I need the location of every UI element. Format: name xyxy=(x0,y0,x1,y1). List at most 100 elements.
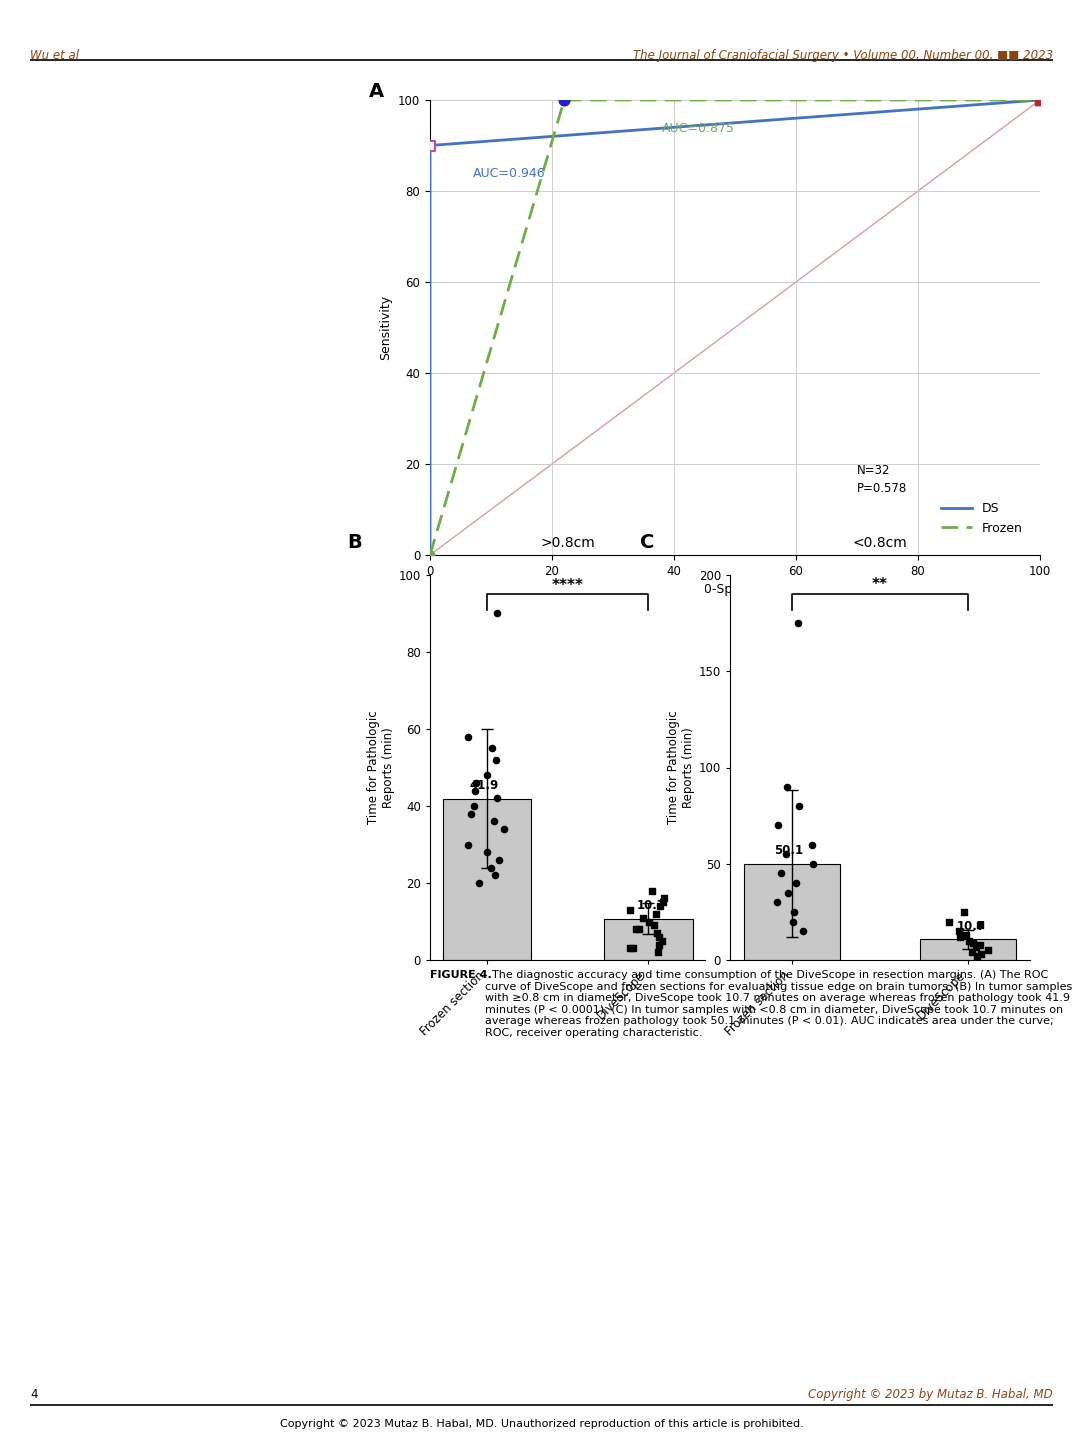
Point xyxy=(470,871,487,894)
Point xyxy=(486,864,504,887)
Point xyxy=(479,840,496,864)
Point xyxy=(787,871,805,894)
Text: 10.7: 10.7 xyxy=(957,920,986,933)
Point xyxy=(478,764,495,787)
Point xyxy=(652,894,669,917)
Y-axis label: Time for Pathologic
Reports (min): Time for Pathologic Reports (min) xyxy=(366,710,394,824)
Point xyxy=(971,914,989,938)
Point xyxy=(951,926,968,949)
Point xyxy=(957,923,975,946)
Bar xyxy=(919,939,1016,961)
Point xyxy=(645,914,663,938)
Point xyxy=(421,133,439,156)
Point xyxy=(968,945,986,968)
Point xyxy=(459,833,477,856)
Point xyxy=(488,601,506,625)
Point xyxy=(967,935,984,958)
Text: 10.7: 10.7 xyxy=(637,900,666,913)
Point xyxy=(496,817,513,840)
Point xyxy=(653,929,670,952)
Point xyxy=(648,922,665,945)
Text: The diagnostic accuracy and time consumption of the DiveScope in resection margi: The diagnostic accuracy and time consump… xyxy=(484,969,1072,1037)
Text: 4: 4 xyxy=(30,1388,38,1401)
Point xyxy=(777,842,794,865)
Point xyxy=(654,891,671,914)
Point xyxy=(650,933,667,956)
Text: A: A xyxy=(369,81,384,101)
Legend: DS, Frozen: DS, Frozen xyxy=(936,497,1028,539)
Text: AUC=0.946: AUC=0.946 xyxy=(472,167,546,180)
Point xyxy=(779,775,796,798)
Point xyxy=(980,939,997,962)
Title: <0.8cm: <0.8cm xyxy=(852,536,908,551)
Bar xyxy=(443,798,531,961)
Point xyxy=(630,917,648,940)
Text: **: ** xyxy=(872,577,888,593)
Point xyxy=(965,932,982,955)
Point xyxy=(971,933,989,956)
Text: 41.9: 41.9 xyxy=(469,780,498,793)
Point xyxy=(791,794,808,817)
Point xyxy=(466,794,483,817)
Text: N=32
P=0.578: N=32 P=0.578 xyxy=(857,464,908,496)
Text: C: C xyxy=(640,533,654,552)
Point xyxy=(628,917,645,940)
Y-axis label: Time for Pathologic
Reports (min): Time for Pathologic Reports (min) xyxy=(666,710,694,824)
Point xyxy=(483,736,500,759)
Point xyxy=(769,814,786,838)
Point xyxy=(467,780,484,803)
Point xyxy=(640,910,657,933)
Point xyxy=(643,880,661,903)
Y-axis label: Sensitivity: Sensitivity xyxy=(379,296,392,359)
X-axis label: 100-Specificity: 100-Specificity xyxy=(689,584,782,597)
Text: AUC=0.875: AUC=0.875 xyxy=(662,122,734,135)
Point xyxy=(487,748,505,771)
Text: Copyright © 2023 Mutaz B. Habal, MD. Unauthorized reproduction of this article i: Copyright © 2023 Mutaz B. Habal, MD. Una… xyxy=(279,1419,804,1429)
Point xyxy=(804,852,821,875)
Point xyxy=(651,926,668,949)
Point xyxy=(649,940,666,964)
Point xyxy=(462,803,480,826)
Title: >0.8cm: >0.8cm xyxy=(540,536,595,551)
Text: FIGURE 4.: FIGURE 4. xyxy=(430,969,492,980)
Text: Copyright © 2023 by Mutaz B. Habal, MD: Copyright © 2023 by Mutaz B. Habal, MD xyxy=(808,1388,1053,1401)
Bar xyxy=(604,919,692,961)
Point xyxy=(647,903,664,926)
Point xyxy=(635,906,652,929)
Text: The Journal of Craniofacial Surgery • Volume 00, Number 00, ■■ 2023: The Journal of Craniofacial Surgery • Vo… xyxy=(632,49,1053,62)
Text: ****: **** xyxy=(551,578,584,593)
Point xyxy=(459,724,477,748)
Point xyxy=(940,910,957,933)
Point xyxy=(491,848,508,871)
Point xyxy=(803,833,820,856)
Point xyxy=(772,862,790,885)
Point xyxy=(655,887,673,910)
Point xyxy=(483,856,500,880)
Text: B: B xyxy=(348,533,362,552)
Point xyxy=(785,900,803,923)
Point xyxy=(784,910,801,933)
Point xyxy=(1031,88,1048,112)
Point xyxy=(1031,88,1048,112)
Bar xyxy=(744,864,840,961)
Point xyxy=(488,787,506,810)
Point xyxy=(421,543,439,567)
Point xyxy=(780,881,797,904)
Point xyxy=(961,929,978,952)
Point xyxy=(622,898,639,922)
Point xyxy=(973,943,990,966)
Point xyxy=(950,920,967,943)
Point xyxy=(625,938,642,961)
Text: Wu et al: Wu et al xyxy=(30,49,79,62)
Text: 50.1: 50.1 xyxy=(774,843,804,856)
Point xyxy=(795,920,812,943)
Point xyxy=(485,810,503,833)
Point xyxy=(955,900,973,923)
Point xyxy=(421,543,439,567)
Point xyxy=(964,940,981,964)
Point xyxy=(468,771,485,794)
Point xyxy=(768,891,785,914)
Point xyxy=(556,88,573,112)
Point xyxy=(622,938,639,961)
Point xyxy=(790,611,807,635)
